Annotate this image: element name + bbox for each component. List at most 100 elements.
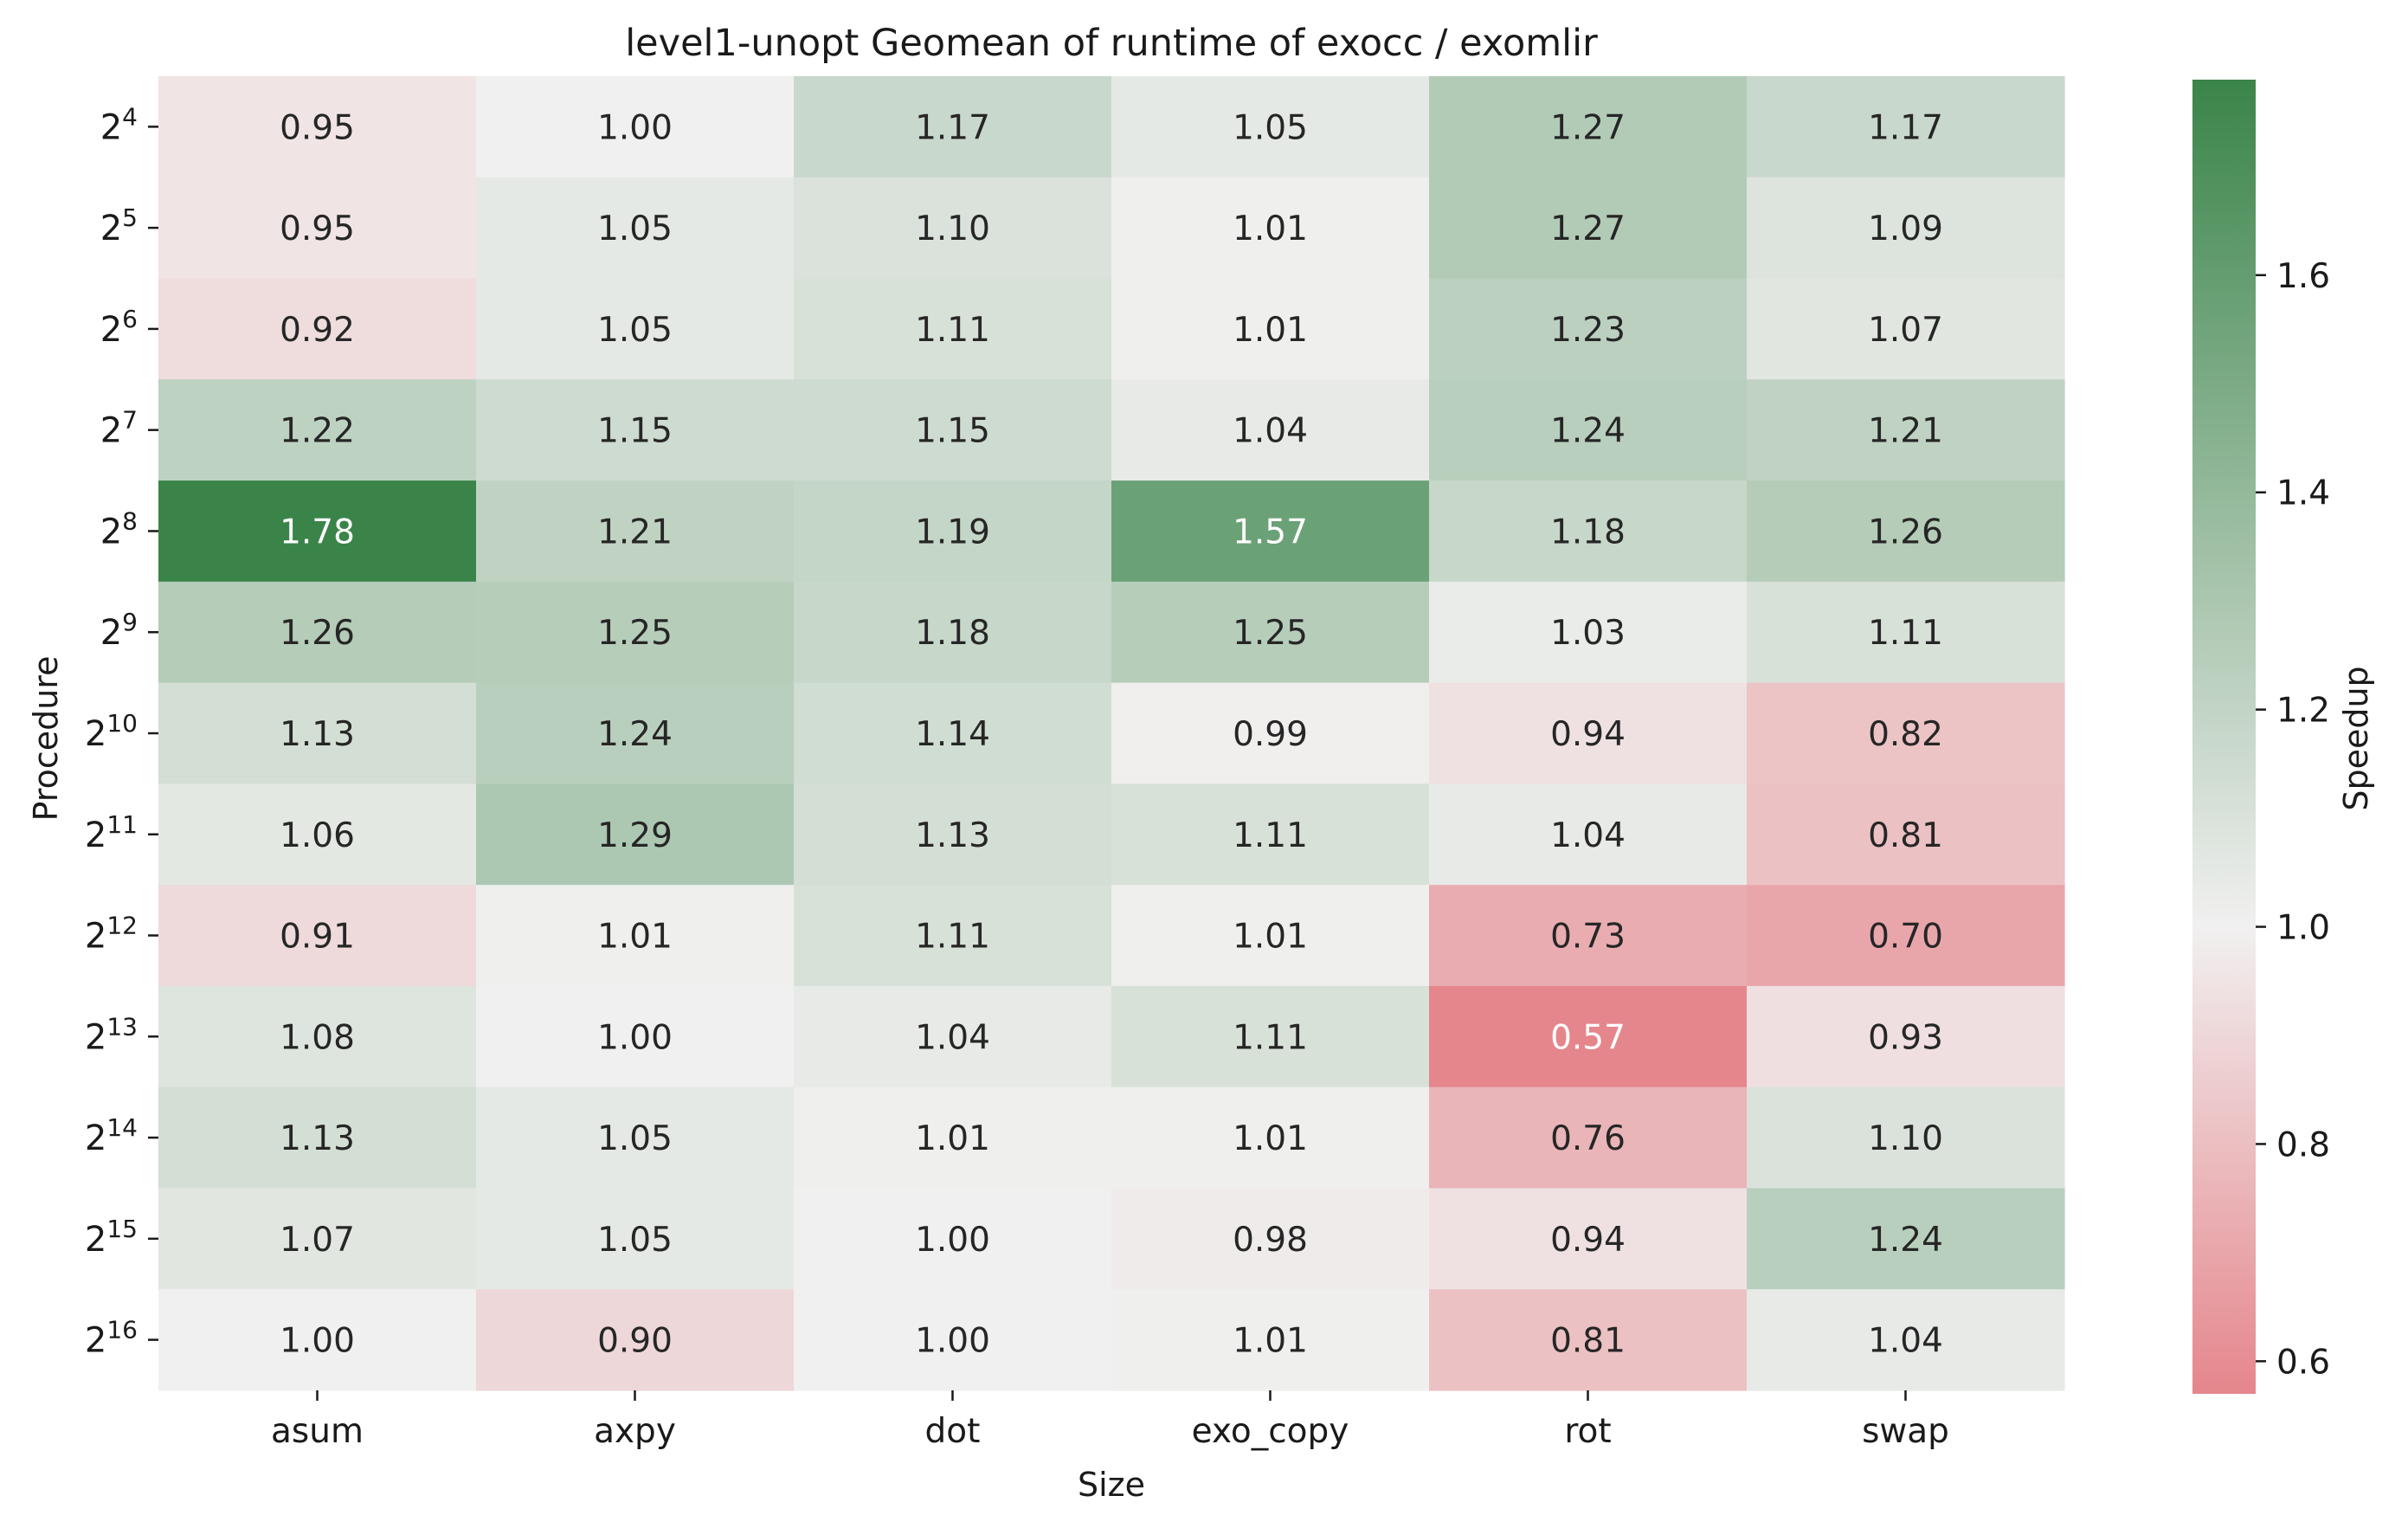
heatmap-cell bbox=[1747, 783, 2065, 886]
colorbar-tick-label: 0.6 bbox=[2276, 1343, 2330, 1382]
cell-value-label: 1.05 bbox=[597, 1119, 673, 1158]
cell-value-label: 0.91 bbox=[280, 918, 355, 957]
heatmap-cell bbox=[476, 985, 795, 1088]
cell-value-label: 1.17 bbox=[1868, 108, 1943, 147]
cell-value-label: 1.25 bbox=[1233, 614, 1308, 653]
heatmap-cell bbox=[476, 783, 795, 886]
colorbar-label: Speedup bbox=[2337, 666, 2375, 810]
cell-value-label: 1.04 bbox=[915, 1018, 990, 1057]
cell-value-label: 1.00 bbox=[280, 1322, 355, 1361]
cell-value-label: 1.21 bbox=[1868, 412, 1943, 451]
heatmap-cell bbox=[1747, 379, 2065, 481]
y-tick-exponent: 13 bbox=[106, 1012, 138, 1041]
cell-value-label: 1.11 bbox=[1233, 1018, 1308, 1057]
y-tick-base: 2 bbox=[100, 209, 122, 248]
y-tick-label: 212 bbox=[85, 912, 138, 957]
heatmap-cell bbox=[476, 177, 795, 280]
cell-value-label: 0.73 bbox=[1550, 918, 1626, 957]
heatmap-cell bbox=[794, 985, 1112, 1088]
y-tick-exponent: 5 bbox=[122, 203, 138, 232]
y-tick-base: 2 bbox=[100, 411, 122, 451]
cell-value-label: 0.81 bbox=[1868, 816, 1943, 855]
heatmap-cell bbox=[794, 278, 1112, 380]
cell-value-label: 1.13 bbox=[280, 715, 355, 754]
y-tick-base: 2 bbox=[85, 714, 106, 754]
cell-value-label: 1.04 bbox=[1233, 412, 1308, 451]
cell-value-label: 1.57 bbox=[1233, 513, 1308, 551]
cell-value-label: 1.06 bbox=[280, 816, 355, 855]
heatmap-cell bbox=[1111, 985, 1430, 1088]
y-tick-base: 2 bbox=[100, 310, 122, 350]
cell-value-label: 1.15 bbox=[915, 412, 990, 451]
cell-value-label: 1.01 bbox=[1233, 210, 1308, 248]
x-axis-label: Size bbox=[1078, 1466, 1145, 1504]
cell-value-label: 1.00 bbox=[597, 1018, 673, 1057]
cell-value-label: 1.05 bbox=[597, 210, 673, 248]
y-tick-exponent: 8 bbox=[122, 506, 138, 535]
cell-value-label: 1.27 bbox=[1550, 108, 1626, 147]
cell-value-label: 1.27 bbox=[1550, 210, 1626, 248]
heatmap-cell bbox=[158, 581, 477, 684]
heatmap-cell bbox=[158, 278, 477, 380]
cell-value-label: 1.01 bbox=[915, 1119, 990, 1158]
heatmap-cell bbox=[476, 379, 795, 481]
heatmap-cell bbox=[476, 1086, 795, 1190]
cell-value-label: 0.95 bbox=[280, 210, 355, 248]
chart-title: level1-unopt Geomean of runtime of exocc… bbox=[625, 22, 1598, 65]
cell-value-label: 1.10 bbox=[915, 210, 990, 248]
heatmap-cell bbox=[1429, 581, 1748, 684]
heatmap-cell bbox=[1747, 985, 2065, 1088]
y-tick-exponent: 6 bbox=[122, 305, 138, 333]
cell-value-label: 1.11 bbox=[1868, 614, 1943, 653]
heatmap-cell bbox=[1747, 480, 2065, 583]
cell-value-label: 1.01 bbox=[1233, 1322, 1308, 1361]
y-tick-exponent: 16 bbox=[106, 1316, 138, 1344]
y-tick-base: 2 bbox=[85, 1017, 106, 1057]
y-tick-label: 214 bbox=[85, 1113, 138, 1158]
cell-value-label: 0.95 bbox=[280, 108, 355, 147]
heatmap-cell bbox=[1111, 1188, 1430, 1290]
heatmap-cell bbox=[476, 278, 795, 380]
heatmap-cell bbox=[794, 682, 1112, 784]
y-tick-label: 25 bbox=[100, 203, 138, 248]
heatmap-cell bbox=[1747, 177, 2065, 280]
y-tick-label: 29 bbox=[100, 608, 138, 653]
heatmap-cell bbox=[1429, 379, 1748, 481]
y-tick-base: 2 bbox=[85, 816, 106, 855]
y-tick-exponent: 9 bbox=[122, 608, 138, 636]
heatmap-cell bbox=[1111, 177, 1430, 280]
heatmap-cell bbox=[794, 379, 1112, 481]
y-tick-base: 2 bbox=[100, 107, 122, 147]
cell-value-label: 1.01 bbox=[597, 918, 673, 957]
cell-value-label: 0.76 bbox=[1550, 1119, 1626, 1158]
x-tick-label: rot bbox=[1564, 1412, 1611, 1451]
heatmap-cell bbox=[1747, 682, 2065, 784]
cell-value-label: 1.78 bbox=[280, 513, 355, 551]
y-tick-label: 216 bbox=[85, 1316, 138, 1361]
heatmap-cells bbox=[158, 76, 2065, 1391]
cell-value-label: 1.09 bbox=[1868, 210, 1943, 248]
cell-value-label: 0.99 bbox=[1233, 715, 1308, 754]
cell-value-label: 1.01 bbox=[1233, 1119, 1308, 1158]
heatmap-cell bbox=[1429, 885, 1748, 987]
y-tick-label: 211 bbox=[85, 810, 138, 855]
x-tick-label: dot bbox=[925, 1412, 981, 1451]
x-tick-label: swap bbox=[1862, 1412, 1949, 1451]
cell-value-label: 1.18 bbox=[915, 614, 990, 653]
heatmap-cell bbox=[1429, 783, 1748, 886]
heatmap-cell bbox=[476, 581, 795, 684]
cell-value-label: 1.21 bbox=[597, 513, 673, 551]
heatmap-cell bbox=[476, 1188, 795, 1290]
heatmap-cell bbox=[794, 480, 1112, 583]
cell-value-label: 1.26 bbox=[1868, 513, 1943, 551]
heatmap-cell bbox=[1747, 1188, 2065, 1290]
cell-value-label: 1.10 bbox=[1868, 1119, 1943, 1158]
cell-value-label: 1.24 bbox=[1868, 1221, 1943, 1260]
y-axis-label: Procedure bbox=[27, 656, 65, 822]
cell-value-label: 0.82 bbox=[1868, 715, 1943, 754]
x-tick-label: asum bbox=[271, 1412, 364, 1451]
cell-value-label: 1.19 bbox=[915, 513, 990, 551]
cell-value-label: 0.90 bbox=[597, 1322, 673, 1361]
heatmap-cell bbox=[794, 783, 1112, 886]
